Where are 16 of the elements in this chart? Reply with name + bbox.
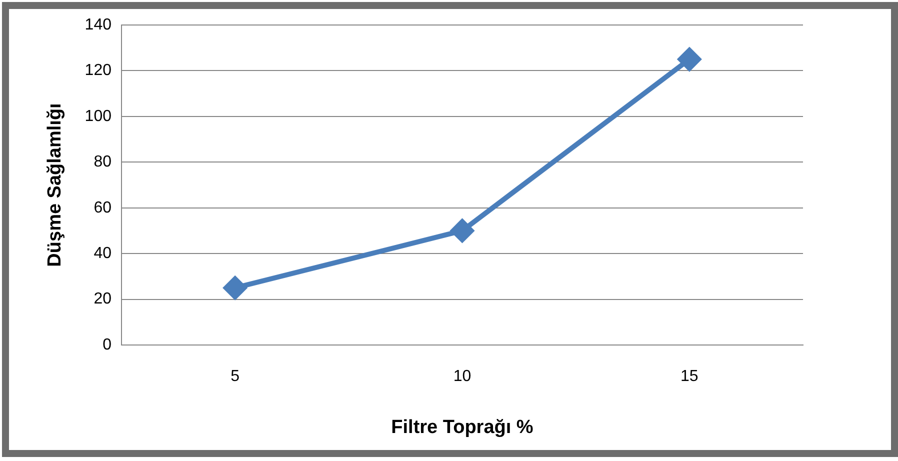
point — [450, 219, 474, 242]
y-tick-label: 40 — [94, 244, 112, 262]
x-axis-title: Filtre Toprağı % — [391, 416, 534, 438]
y-axis-title: Düşme Sağlamlığı — [44, 103, 66, 267]
x-tick-label: 10 — [453, 368, 472, 386]
y-tick-label: 140 — [84, 16, 112, 34]
point — [678, 48, 701, 71]
y-tick-label: 80 — [94, 154, 112, 171]
x-tick-label: 5 — [230, 368, 240, 386]
y-tick-label: 0 — [102, 336, 112, 354]
y-tick-label: 120 — [84, 62, 112, 80]
y-tick-label: 100 — [84, 108, 112, 125]
x-tick-label: 15 — [680, 368, 698, 386]
point — [224, 276, 247, 300]
y-tick-label: 60 — [94, 199, 112, 216]
y-tick-label: 20 — [94, 290, 112, 308]
